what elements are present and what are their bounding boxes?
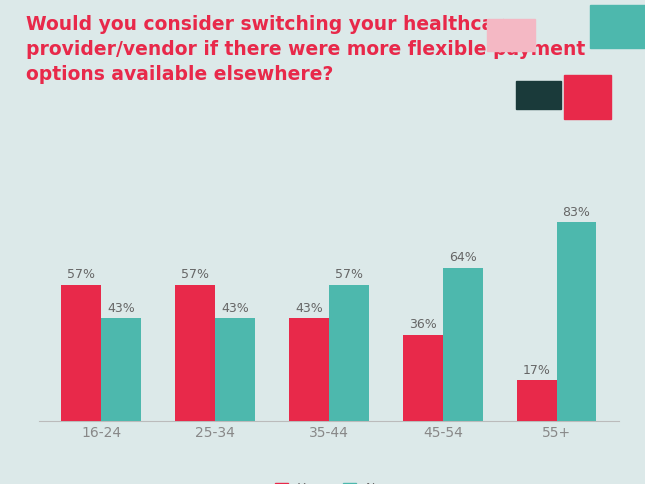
Text: 57%: 57% — [181, 268, 209, 281]
Bar — [403, 335, 442, 421]
Text: 57%: 57% — [335, 268, 363, 281]
Bar — [175, 285, 215, 421]
Bar — [517, 380, 557, 421]
Bar — [487, 19, 535, 51]
Bar — [564, 75, 611, 119]
Legend: Yes, No: Yes, No — [270, 477, 388, 484]
Bar — [557, 222, 597, 421]
Text: 64%: 64% — [449, 251, 477, 264]
Bar — [61, 285, 101, 421]
Text: 57%: 57% — [67, 268, 95, 281]
Text: 36%: 36% — [409, 318, 437, 331]
Bar — [289, 318, 329, 421]
Bar — [590, 5, 645, 48]
Text: 43%: 43% — [295, 302, 323, 315]
Bar — [516, 81, 561, 109]
Text: 43%: 43% — [221, 302, 249, 315]
Bar — [329, 285, 369, 421]
Bar — [442, 268, 482, 421]
Bar — [215, 318, 255, 421]
Bar — [101, 318, 141, 421]
Text: 17%: 17% — [522, 364, 551, 377]
Text: 43%: 43% — [107, 302, 135, 315]
Text: 83%: 83% — [562, 206, 590, 219]
Text: Would you consider switching your healthcare
provider/vendor if there were more : Would you consider switching your health… — [26, 15, 585, 84]
